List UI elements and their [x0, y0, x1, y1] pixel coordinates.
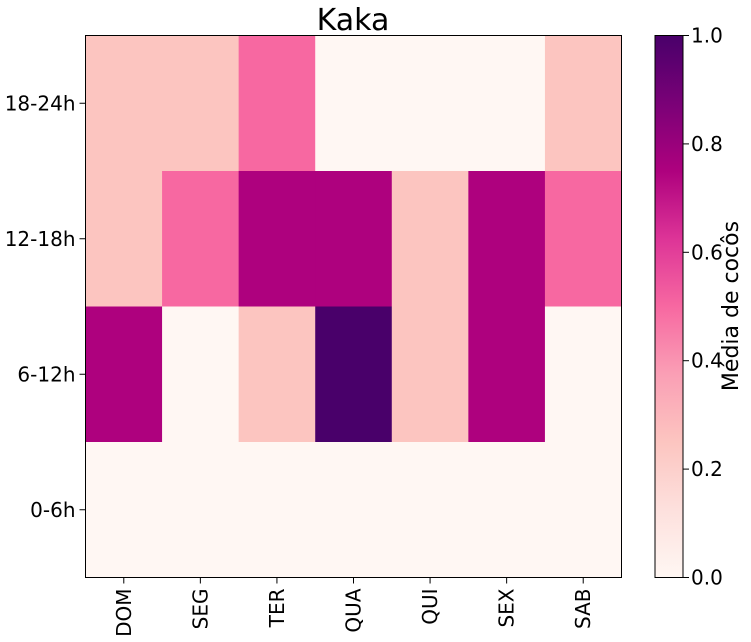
heatmap-cell-6-12h-DOM: [85, 306, 163, 443]
heatmap-cell-0-6h-SEG: [162, 442, 240, 578]
heatmap-cell-12-18h-QUI: [391, 171, 469, 307]
heatmap-cell-12-18h-SAB: [544, 171, 622, 307]
y-tick-label: 6-12h: [17, 362, 75, 386]
heatmap-cell-6-12h-SEX: [468, 306, 546, 443]
chart-title: Kaka: [317, 3, 390, 38]
x-axis: DOM SEG TER QUA QUI SEX SAB: [112, 577, 595, 637]
x-tick-label: SEX: [495, 588, 519, 627]
heatmap-cell-6-12h-TER: [238, 306, 316, 443]
heatmap-cell-12-18h-SEG: [162, 171, 240, 307]
heatmap-cell-0-6h-QUA: [315, 442, 393, 578]
x-tick-label: DOM: [112, 589, 136, 637]
heatmap-cell-12-18h-SEX: [468, 171, 546, 307]
heatmap-cell-6-12h-SAB: [544, 306, 622, 443]
colorbar-tick-label: 0.6: [691, 240, 723, 264]
heatmap-cell-18-24h-TER: [238, 35, 316, 172]
heatmap-cell-12-18h-TER: [238, 171, 316, 307]
x-tick-label: QUA: [342, 588, 366, 632]
y-tick-label: 0-6h: [30, 498, 75, 522]
colorbar-tick-label: 0.8: [691, 132, 723, 156]
colorbar-tick-label: 0.4: [691, 349, 723, 373]
heatmap-cell-18-24h-SEX: [468, 35, 546, 172]
x-tick-label: QUI: [418, 589, 442, 625]
heatmap-cell-18-24h-DOM: [85, 35, 163, 172]
heatmap-cell-18-24h-QUA: [315, 35, 393, 172]
y-tick-label: 18-24h: [5, 91, 76, 115]
heatmap-cell-0-6h-SAB: [544, 442, 622, 578]
x-tick-label: SAB: [571, 589, 595, 629]
heatmap-cell-18-24h-SAB: [544, 35, 622, 172]
heatmap-cell-0-6h-QUI: [391, 442, 469, 578]
heatmap-cell-12-18h-QUA: [315, 171, 393, 307]
heatmap-cell-0-6h-TER: [238, 442, 316, 578]
heatmap-cell-12-18h-DOM: [85, 171, 163, 307]
colorbar-ticks: 0.0 0.2 0.4 0.6 0.8 1.0: [683, 24, 723, 590]
plot-frame: [85, 35, 622, 578]
x-tick-label: TER: [265, 588, 289, 628]
heatmap-cell-0-6h-SEX: [468, 442, 546, 578]
colorbar-label: Média de cocôs: [719, 221, 744, 391]
y-tick-label: 12-18h: [5, 227, 76, 251]
colorbar-tick-label: 0.2: [691, 457, 723, 481]
heatmap-cell-6-12h-QUA: [315, 306, 393, 443]
heatmap-cell-0-6h-DOM: [85, 442, 163, 578]
y-axis: 18-24h 12-18h 6-12h 0-6h: [5, 91, 86, 522]
x-tick-label: SEG: [188, 589, 212, 630]
heatmap-cell-6-12h-QUI: [391, 306, 469, 443]
colorbar: [654, 35, 684, 578]
colorbar-tick-label: 1.0: [691, 24, 723, 48]
heatmap-cell-6-12h-SEG: [162, 306, 240, 443]
heatmap-cell-18-24h-QUI: [391, 35, 469, 172]
colorbar-tick-label: 0.0: [691, 566, 723, 590]
heatmap-cells: [85, 35, 622, 578]
heatmap-cell-18-24h-SEG: [162, 35, 240, 172]
